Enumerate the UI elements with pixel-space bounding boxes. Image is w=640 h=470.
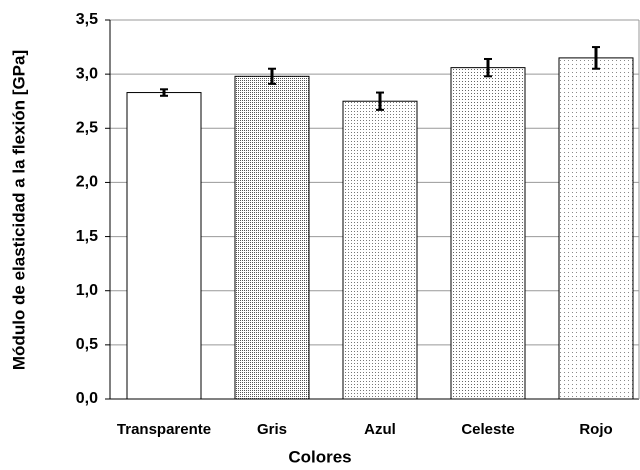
bar [234,75,310,400]
y-tick-label: 3,5 [76,11,98,28]
bar [126,92,202,400]
y-tick-label: 3,0 [76,65,98,82]
bar [558,57,634,400]
x-tick-label: Gris [257,421,287,438]
y-tick-label: 2,5 [76,120,98,137]
y-tick-label: 0,0 [76,390,98,407]
x-tick-label: Celeste [461,421,514,438]
y-tick-label: 1,0 [76,282,98,299]
x-tick-label: Transparente [117,421,211,438]
y-axis-title: Módulo de elasticidad a la flexión [GPa] [9,50,28,370]
y-tick-label: 0,5 [76,336,98,353]
bar [342,100,418,400]
bar [450,67,526,400]
x-tick-label: Azul [364,421,396,438]
x-axis-title: Colores [288,447,351,466]
y-tick-label: 2,0 [76,174,98,191]
x-tick-label: Rojo [579,421,612,438]
y-tick-label: 1,5 [76,228,98,245]
